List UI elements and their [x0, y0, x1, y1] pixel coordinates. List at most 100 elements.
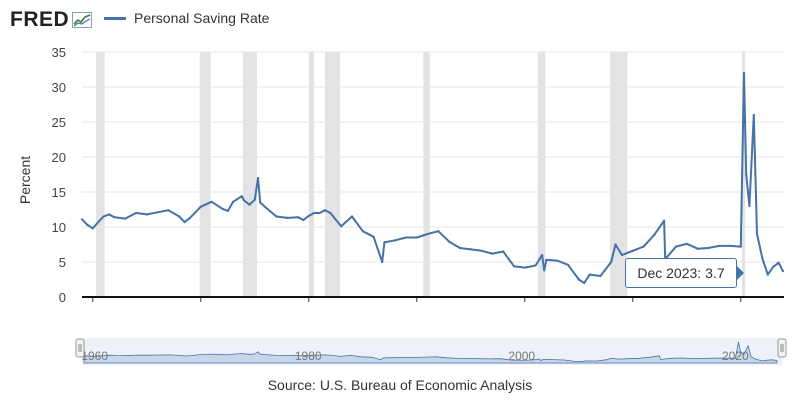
navigator-year-label: 2020: [722, 349, 749, 363]
data-point: [404, 236, 408, 239]
data-point: [540, 253, 544, 257]
data-point: [469, 248, 472, 251]
data-point: [134, 211, 138, 215]
recession-band: [242, 52, 257, 297]
data-point: [318, 211, 321, 215]
recession-band: [96, 52, 105, 297]
data-point: [113, 216, 116, 219]
data-point: [329, 211, 332, 215]
data-point: [394, 239, 397, 242]
data-point: [718, 244, 721, 247]
navigator-year-label: 1980: [295, 349, 322, 363]
data-point: [458, 246, 462, 250]
recession-band: [610, 52, 628, 297]
chart-header: FRED Personal Saving Rate: [0, 0, 800, 40]
data-point: [543, 269, 546, 272]
data-point: [232, 200, 235, 203]
data-point: [761, 257, 764, 260]
data-point: [777, 261, 780, 264]
data-point: [752, 113, 755, 117]
data-point: [253, 198, 256, 201]
data-point: [199, 205, 202, 208]
data-point: [296, 216, 300, 219]
data-point: [642, 245, 645, 248]
data-point: [86, 223, 89, 226]
data-point: [766, 273, 769, 276]
recession-band: [423, 52, 430, 297]
navigator-area: [83, 341, 778, 364]
data-point: [313, 211, 316, 215]
y-tick-label: 35: [52, 45, 66, 60]
tooltip-value: 3.7: [705, 265, 725, 281]
data-point: [583, 281, 586, 285]
data-point: [610, 260, 613, 264]
data-point: [350, 215, 354, 218]
data-point: [502, 250, 505, 253]
data-point: [124, 217, 127, 220]
navigator-right-handle[interactable]: [777, 338, 787, 358]
data-point: [145, 213, 148, 216]
chart-legend: Personal Saving Rate: [104, 10, 269, 26]
data-point: [545, 258, 548, 261]
range-navigator[interactable]: 1960 1980 2000 2020: [0, 335, 800, 369]
navigator-left-handle[interactable]: [75, 338, 85, 358]
data-point: [275, 215, 278, 218]
data-point: [381, 260, 384, 264]
data-point: [663, 219, 666, 222]
data-point: [566, 263, 570, 266]
data-point: [577, 278, 580, 281]
recession-band: [199, 52, 211, 297]
data-point: [240, 195, 243, 198]
data-point: [97, 221, 100, 224]
y-tick-label: 10: [52, 220, 66, 235]
value-tooltip: Dec 2023: 3.7: [625, 258, 737, 288]
legend-swatch: [104, 16, 126, 20]
data-point: [210, 200, 213, 203]
data-point: [188, 216, 192, 219]
data-point: [781, 270, 785, 273]
data-point: [512, 265, 516, 268]
y-tick-label: 20: [52, 150, 66, 165]
data-point: [745, 173, 748, 176]
data-point: [437, 230, 440, 233]
data-point: [742, 71, 746, 75]
data-point: [80, 218, 84, 221]
data-point: [707, 246, 710, 250]
data-point: [772, 265, 775, 268]
recession-band: [325, 52, 341, 297]
data-point: [383, 241, 386, 244]
data-point: [372, 235, 375, 238]
data-point: [728, 244, 732, 247]
data-point: [256, 176, 260, 180]
data-point: [653, 233, 656, 236]
data-point: [674, 245, 678, 248]
tooltip-pointer: [737, 266, 744, 280]
recession-band: [741, 52, 746, 297]
fred-logo[interactable]: FRED: [10, 8, 93, 32]
tooltip-date: Dec 2023:: [637, 265, 702, 281]
data-point: [248, 203, 251, 206]
data-point: [696, 247, 699, 250]
data-point: [91, 227, 94, 230]
data-point: [685, 242, 688, 245]
data-point: [323, 209, 327, 212]
data-point: [286, 216, 289, 219]
data-point: [102, 215, 105, 218]
data-point: [302, 218, 305, 222]
data-point: [739, 245, 742, 248]
series-line: [81, 72, 784, 284]
data-point: [226, 209, 229, 212]
y-tick-label: 30: [52, 80, 66, 95]
data-point: [107, 213, 111, 216]
data-point: [556, 259, 559, 262]
data-point: [614, 243, 617, 246]
data-point: [750, 159, 753, 162]
data-point: [426, 232, 429, 236]
data-point: [534, 264, 537, 267]
data-point: [167, 209, 170, 212]
data-point: [620, 253, 624, 257]
data-point: [340, 225, 343, 228]
data-point: [448, 240, 451, 243]
recession-band: [308, 52, 315, 297]
